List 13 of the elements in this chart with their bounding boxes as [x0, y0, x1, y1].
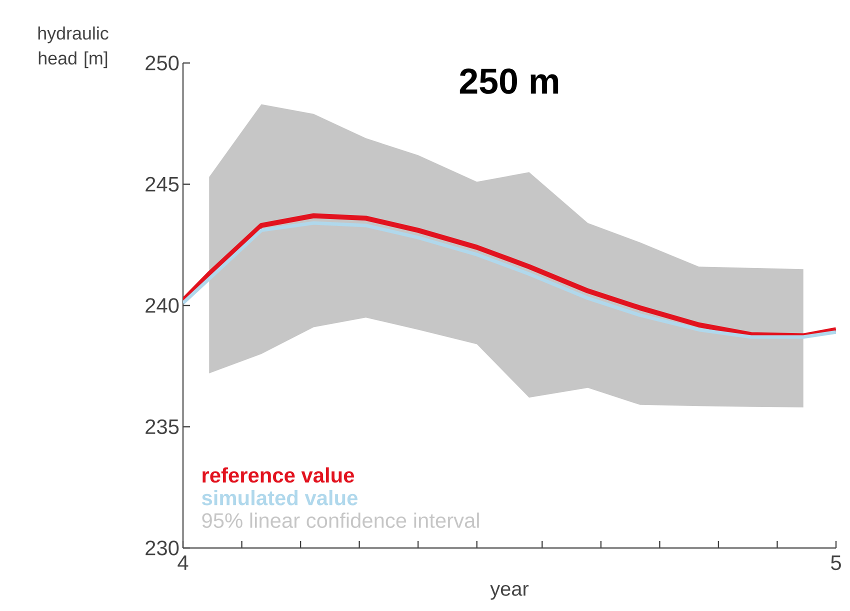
chart-title: 250 m [460, 68, 558, 94]
y-tick-label: 245 [146, 176, 179, 192]
text: simulated value [202, 490, 358, 506]
x-tick-label: 4 [178, 556, 188, 570]
text: reference value [202, 467, 354, 483]
y-axis-title: hydraulic head [m] [38, 26, 108, 68]
y-tick-label: 240 [146, 298, 179, 313]
x-tick-label: 5 [831, 556, 841, 570]
x-axis-title: year [490, 584, 529, 600]
y-tick-label: 230 [146, 540, 179, 556]
annotation: 95% linear confidence interval [202, 512, 479, 528]
y-tick-label: 235 [146, 419, 179, 434]
y-tick-label: 250 [146, 56, 179, 70]
